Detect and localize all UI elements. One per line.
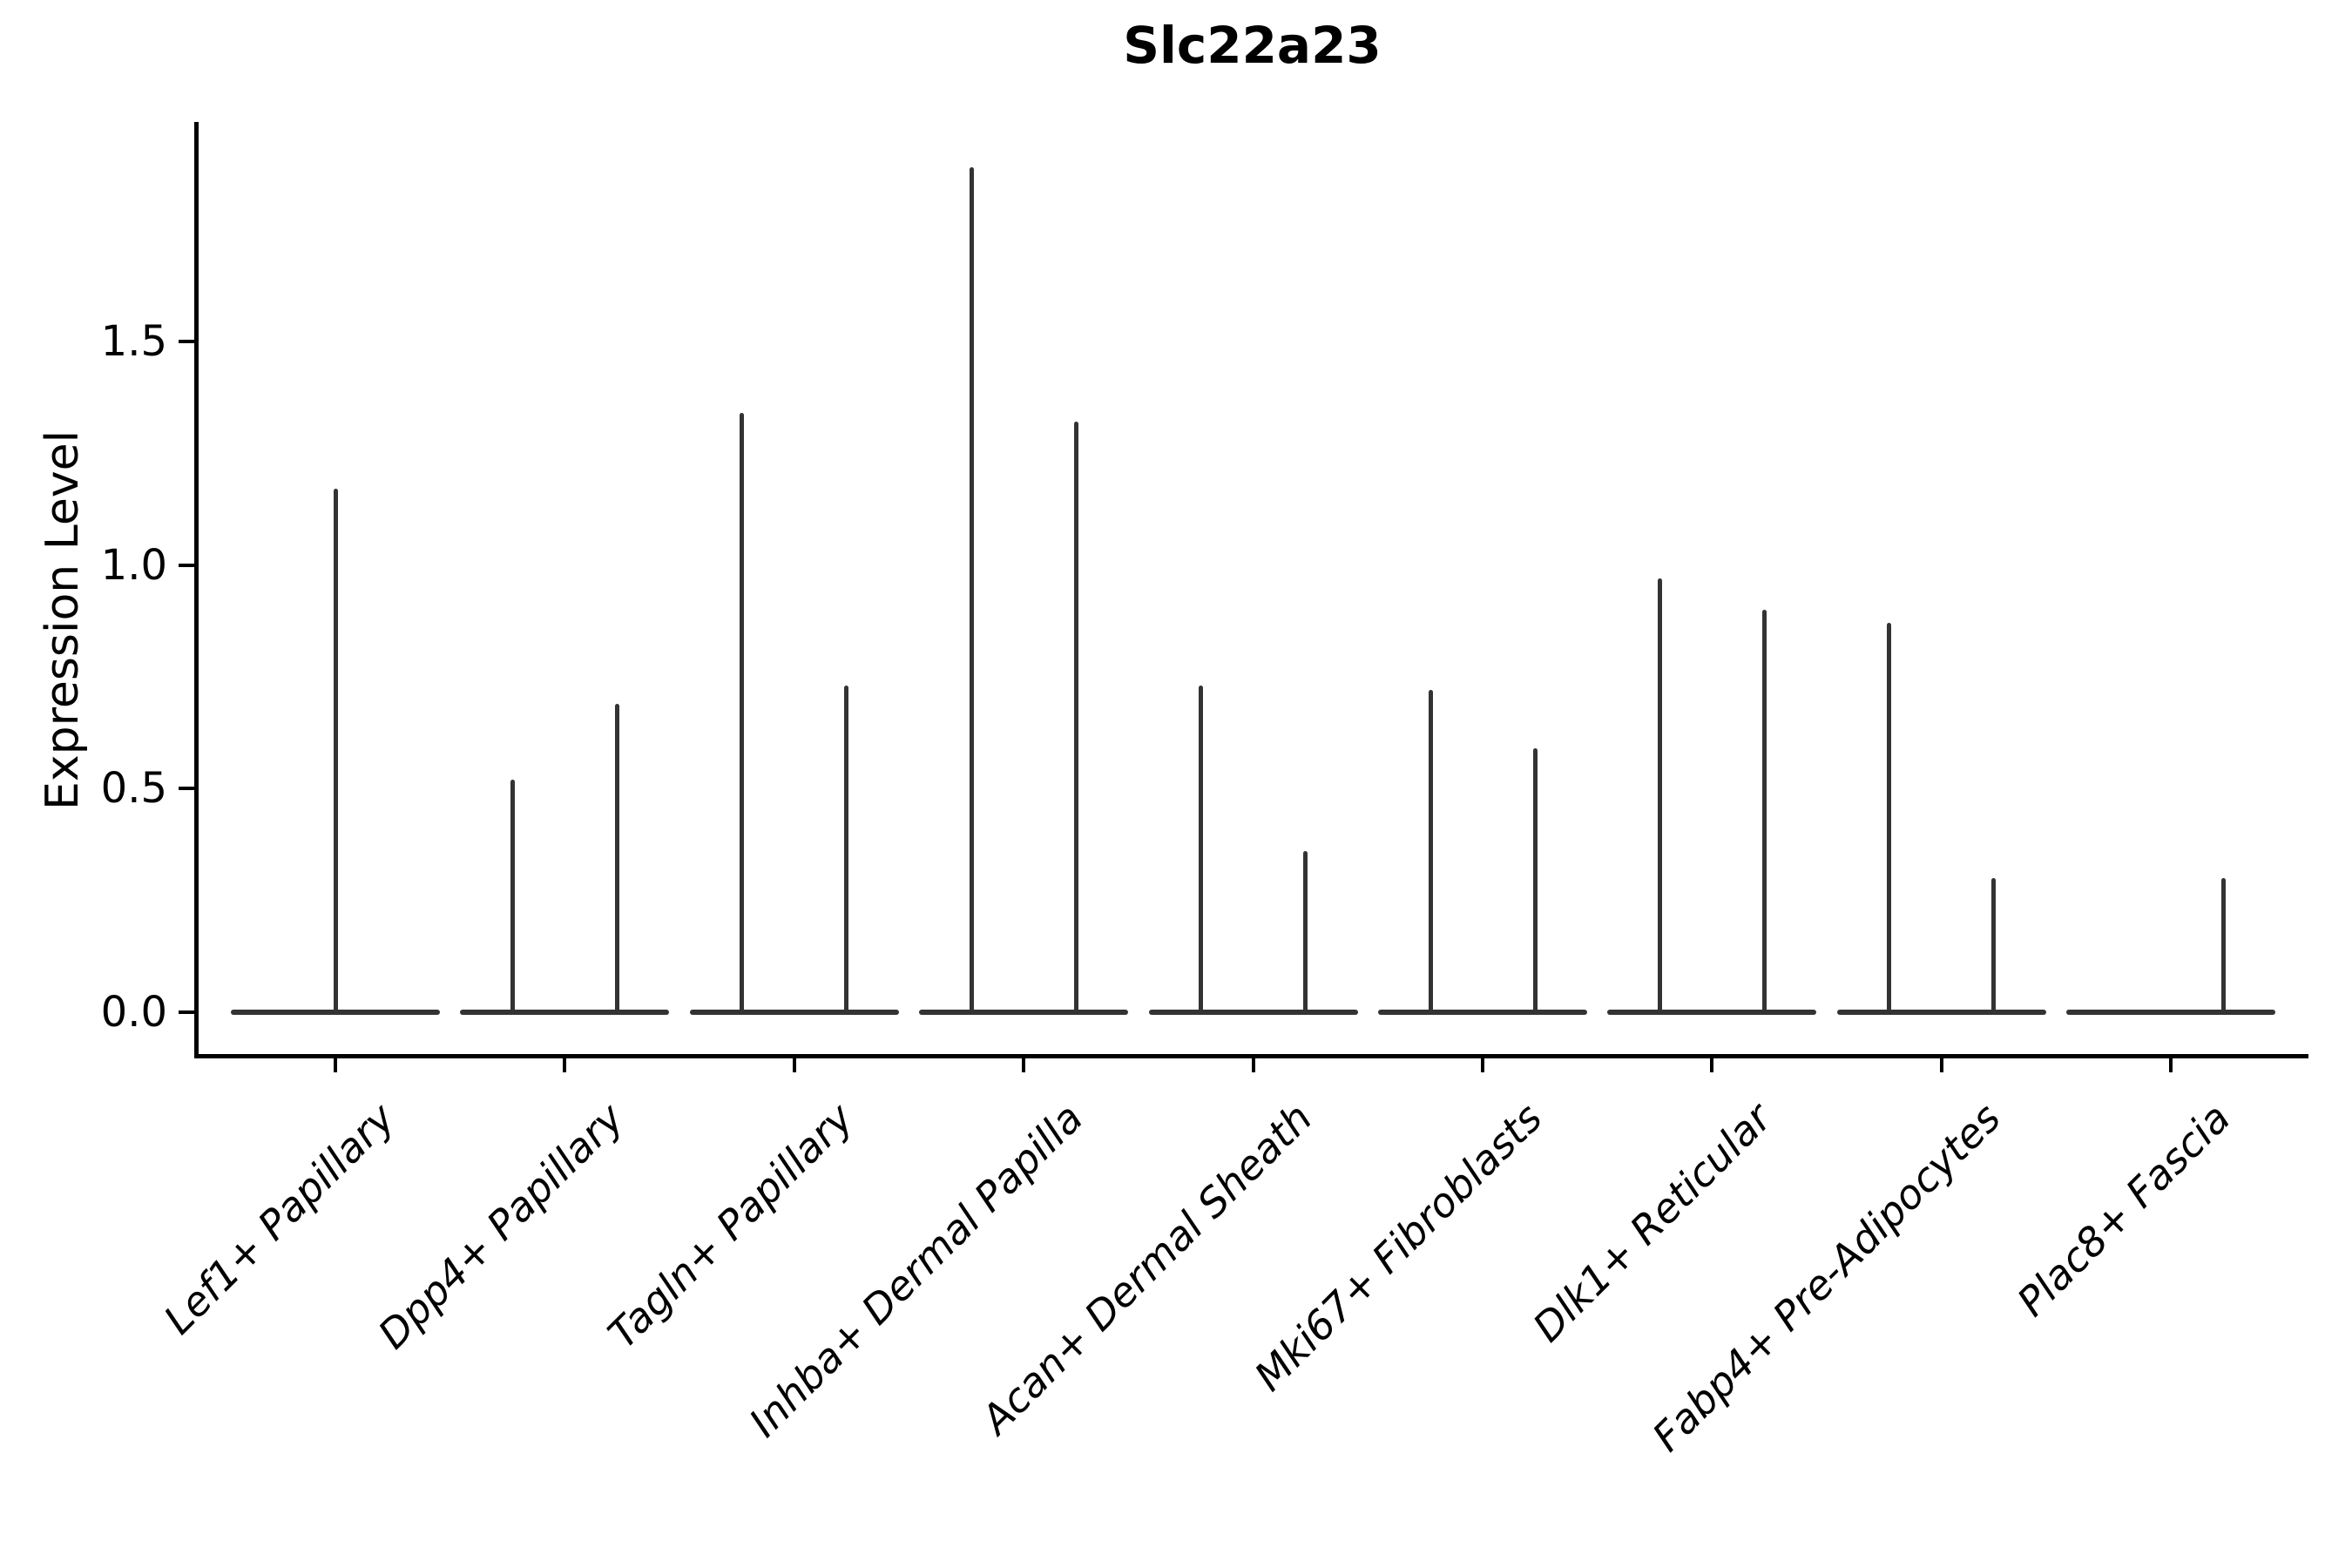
x-tick-label: Plac8+ Fascia	[2008, 1094, 2240, 1326]
x-tick	[1939, 1058, 1943, 1072]
x-tick-label: Tagln+ Papillary	[598, 1094, 862, 1358]
violin-baseline	[919, 1010, 1129, 1015]
x-tick	[1022, 1058, 1026, 1072]
violin-baseline	[1148, 1010, 1358, 1015]
y-axis-label: Expression Level	[37, 429, 89, 811]
violin-baseline	[689, 1010, 899, 1015]
violin-spike	[969, 166, 974, 1015]
violin-baseline	[460, 1010, 670, 1015]
violin-spike	[1303, 851, 1308, 1015]
violin-baseline	[1836, 1010, 2046, 1015]
x-axis-spine	[194, 1054, 2308, 1058]
x-tick	[1251, 1058, 1255, 1072]
violin-spike	[1532, 748, 1538, 1015]
violin-spike	[614, 703, 619, 1015]
x-tick-label: Dpp4+ Papillary	[368, 1094, 633, 1358]
violin-baseline	[1607, 1010, 1817, 1015]
violin-spike	[1428, 690, 1433, 1015]
y-tick	[179, 1010, 195, 1014]
x-tick	[792, 1058, 796, 1072]
x-tick	[2169, 1058, 2173, 1072]
x-tick	[563, 1058, 567, 1072]
y-tick	[179, 787, 195, 791]
violin-spike	[1199, 686, 1204, 1015]
y-tick-label: 0.0	[100, 988, 167, 1037]
chart-title: Slc22a23	[1123, 16, 1382, 75]
y-tick-label: 0.5	[100, 764, 167, 814]
y-axis-spine	[194, 122, 199, 1058]
y-tick-label: 1.5	[100, 317, 167, 366]
violin-spike	[333, 489, 338, 1015]
violin-baseline	[2066, 1010, 2276, 1015]
violin-spike	[1887, 623, 1892, 1015]
violin-spike	[1073, 422, 1078, 1015]
y-tick	[179, 563, 195, 567]
violin-spike	[1991, 878, 1997, 1015]
violin-spike	[510, 780, 515, 1015]
violin-baseline	[1378, 1010, 1587, 1015]
y-tick	[179, 340, 195, 343]
violin-spike	[2220, 878, 2226, 1015]
x-tick	[1710, 1058, 1714, 1072]
x-tick-label: Lef1+ Papillary	[154, 1094, 404, 1343]
violin-spike	[844, 686, 849, 1015]
y-tick-label: 1.0	[100, 540, 167, 590]
violin-spike	[740, 413, 745, 1015]
violin-spike	[1761, 610, 1767, 1015]
x-tick	[1481, 1058, 1484, 1072]
x-tick-label: Dlk1+ Reticular	[1523, 1094, 1781, 1351]
violin-spike	[1657, 578, 1662, 1015]
x-tick	[334, 1058, 337, 1072]
